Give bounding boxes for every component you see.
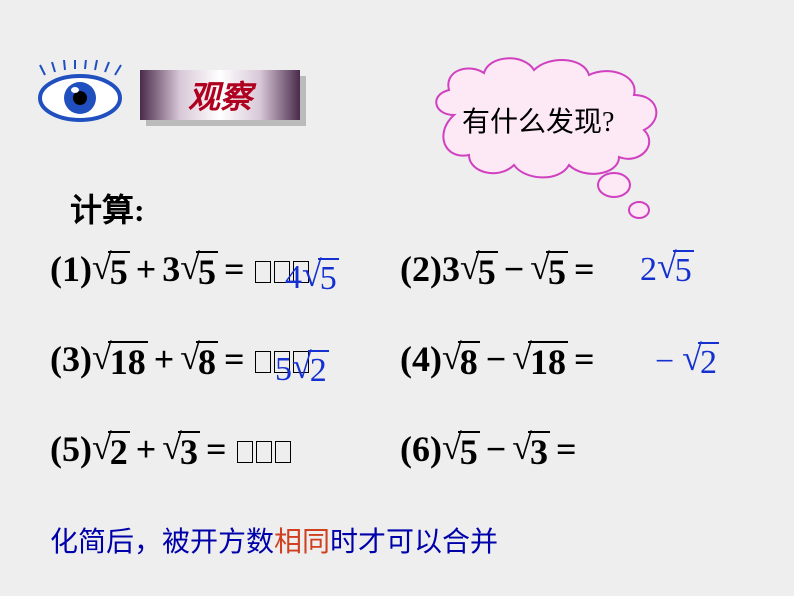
eq-label: (4): [400, 338, 442, 380]
footer-note: 化简后，被开方数相同时才可以合并: [50, 520, 498, 560]
equation: (6) √5 − √3 =: [400, 428, 750, 473]
equation: (4) √8 − √18 = −√2: [400, 338, 750, 383]
footer-part3: 时才可以合并: [330, 527, 498, 558]
title-text: 观察: [188, 72, 252, 118]
answer: −√2: [655, 342, 719, 381]
thought-bubble: 有什么发现?: [414, 45, 714, 240]
answer: 4√5: [285, 258, 339, 297]
equation-row: (5) √2 + √3 = (6) √5 − √3 =: [50, 420, 750, 480]
eq-label: (2): [400, 248, 442, 290]
eye-icon: [35, 60, 125, 135]
footer-part2: 相同: [274, 527, 330, 558]
equation: (5) √2 + √3 =: [50, 428, 400, 473]
footer-part1: 化简后，被开方数: [50, 527, 274, 558]
title-box: 观察: [140, 70, 300, 120]
equation: (3) √18 + √8 = 5√2: [50, 338, 400, 383]
equation-row: (3) √18 + √8 = 5√2 (4) √8 − √18 = −√2: [50, 330, 750, 390]
answer: 5√2: [275, 350, 329, 389]
equation-row: (1) √5 + 3 √5 = 4√5 (2) 3 √5 − √5 = 2√5: [50, 240, 750, 300]
equation: (1) √5 + 3 √5 = 4√5: [50, 248, 400, 293]
eq-label: (3): [50, 338, 92, 380]
equations-block: (1) √5 + 3 √5 = 4√5 (2) 3 √5 − √5 = 2√5 …: [50, 240, 750, 510]
eq-label: (6): [400, 428, 442, 470]
answer: 2√5: [640, 250, 694, 289]
eq-label: (5): [50, 428, 92, 470]
equation: (2) 3 √5 − √5 = 2√5: [400, 248, 750, 293]
eq-label: (1): [50, 248, 92, 290]
calc-label: 计算:: [70, 185, 145, 231]
cloud-text: 有什么发现?: [462, 100, 614, 140]
answer-boxes: [237, 441, 291, 463]
